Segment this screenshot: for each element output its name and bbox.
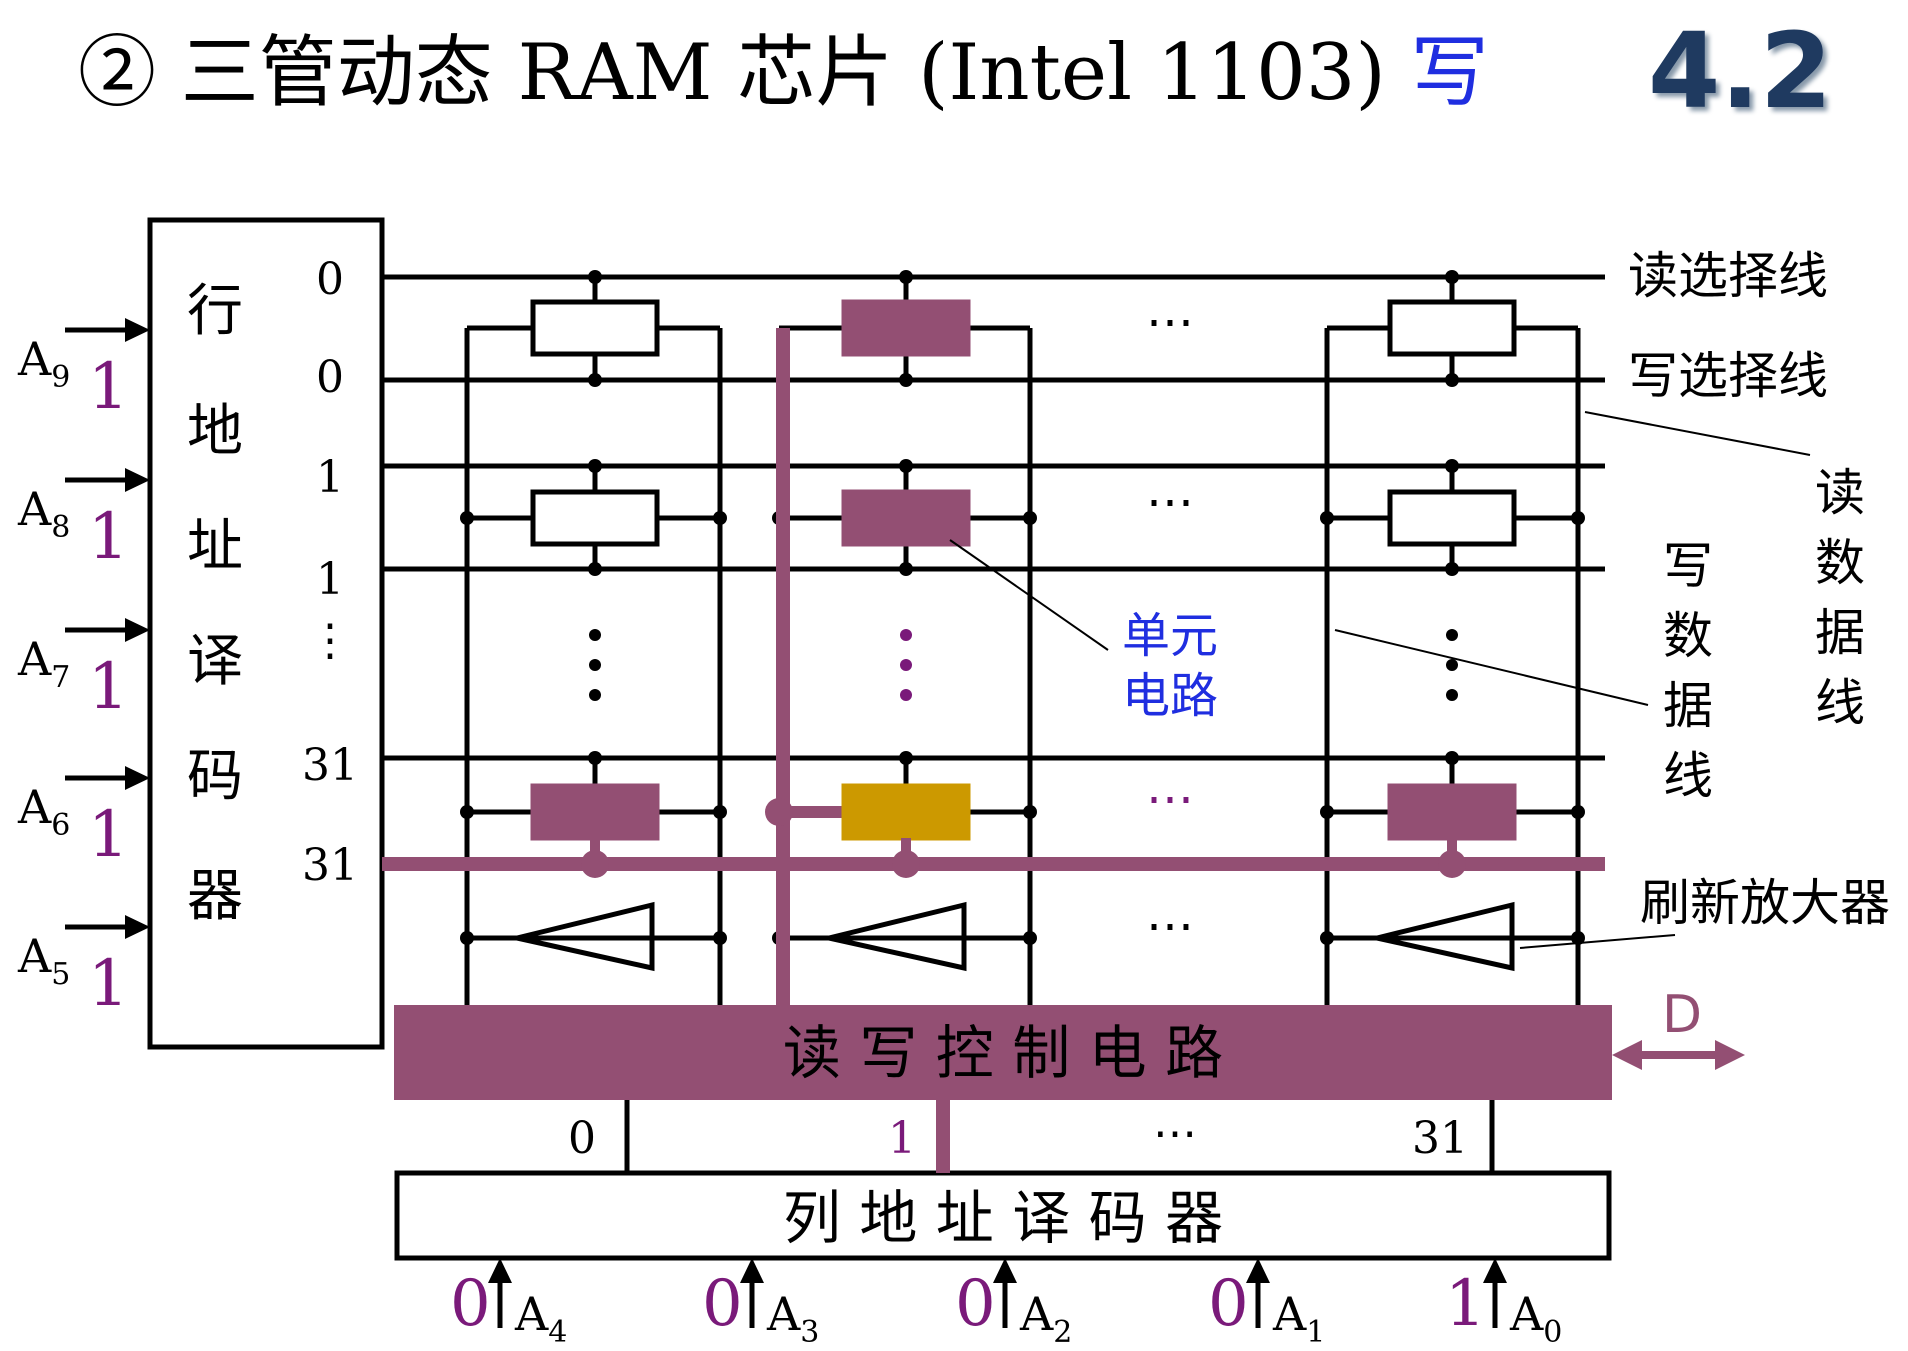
row-address-inputs: A9 1 A8 1 A7 1 A6 1 A5 1 [17, 318, 150, 1021]
row-decoder-box [147, 217, 385, 1050]
col-address-input: 1 A0 [1445, 1258, 1562, 1350]
memory-cell [530, 299, 660, 357]
row-address-value: 1 [88, 500, 129, 574]
read-data-char: 读 [1815, 464, 1865, 522]
leader-lines [949, 411, 1811, 949]
ellipsis-h: ⋯ [1146, 771, 1194, 827]
row-decoder-char: 行 [187, 279, 243, 344]
row-number: 31 [302, 740, 358, 791]
col-address-value: 0 [702, 1267, 743, 1341]
col-address-value: 1 [1445, 1267, 1486, 1341]
memory-cell [841, 489, 971, 547]
memory-cell [1387, 489, 1517, 547]
data-io-label: D [1662, 985, 1702, 1045]
row-number: 31 [302, 840, 358, 891]
row-numbers: 0 0 1 1 ⋮ 31 31 [302, 254, 358, 891]
memory-cell [530, 783, 660, 841]
col-address-input: 0 A2 [955, 1258, 1072, 1350]
svg-text:A9: A9 [17, 332, 70, 395]
col-address-value: 0 [1208, 1267, 1249, 1341]
row-decoder-char: 址 [187, 514, 243, 579]
row-number: 1 [316, 452, 344, 503]
svg-text:A8: A8 [17, 482, 70, 545]
row-decoder-char: 码 [187, 744, 243, 809]
title-prefix: ② 三管动态 RAM 芯片 (Intel 1103) [78, 28, 1411, 118]
svg-text:A1: A1 [1272, 1287, 1325, 1350]
ellipsis-h: ⋯ [1146, 474, 1194, 530]
col-number-1: 1 [888, 1113, 916, 1164]
rw-control-box [394, 1005, 1612, 1100]
write-data-char: 线 [1663, 747, 1713, 805]
memory-cell [1387, 299, 1517, 357]
write-select-label: 写选择线 [1628, 347, 1828, 405]
row-address-value: 1 [88, 650, 129, 724]
read-data-char: 数 [1815, 534, 1865, 592]
cell-circuit-label-1: 单元 [1122, 608, 1218, 664]
svg-text:A5: A5 [17, 929, 70, 992]
select-lines [382, 274, 1605, 761]
ellipsis-h: ⋯ [1146, 294, 1194, 350]
write-data-char: 写 [1663, 537, 1713, 595]
refresh-amp-label: 刷新放大器 [1640, 874, 1890, 932]
col-number-31: 31 [1412, 1113, 1468, 1164]
memory-cell [841, 783, 971, 841]
ellipsis-h: ⋯ [1146, 898, 1194, 954]
slide-title: ② 三管动态 RAM 芯片 (Intel 1103) 写 [78, 10, 1489, 122]
col-address-value: 0 [955, 1267, 996, 1341]
col-address-value: 0 [450, 1267, 491, 1341]
row-number: ⋮ [308, 615, 352, 666]
memory-cell [1387, 783, 1517, 841]
memory-cell [530, 489, 660, 547]
row-decoder-char: 译 [187, 629, 243, 694]
col-number-ellipsis: ⋯ [1153, 1108, 1197, 1159]
svg-text:A7: A7 [17, 632, 70, 695]
read-data-char: 据 [1815, 604, 1865, 662]
cells [530, 299, 1517, 878]
col-decoder-box [394, 1170, 1612, 1261]
read-select-label: 读选择线 [1628, 247, 1828, 305]
svg-text:A4: A4 [514, 1287, 567, 1350]
row-address-value: 1 [88, 947, 129, 1021]
col-select-lines [624, 1100, 1495, 1173]
col-number-0: 0 [568, 1113, 596, 1164]
row-number: 0 [316, 254, 344, 305]
write-data-char: 据 [1663, 677, 1713, 735]
row-decoder-char: 地 [187, 399, 243, 464]
col-address-input: 0 A4 [450, 1258, 567, 1350]
col-decoder-label: 列 地 址 译 码 器 [783, 1184, 1223, 1252]
row-address-input: A5 1 [17, 915, 150, 1021]
col-address-input: 0 A1 [1208, 1258, 1325, 1350]
cell-circuit-label-2: 电路 [1122, 668, 1218, 724]
memory-cell [841, 299, 971, 357]
read-data-char: 线 [1815, 674, 1865, 732]
write-data-char: 数 [1663, 607, 1713, 665]
junction-dot [765, 798, 793, 826]
data-io-arrow [1612, 1040, 1745, 1070]
svg-text:A2: A2 [1019, 1287, 1072, 1350]
row-number: 0 [316, 352, 344, 403]
row-decoder-char: 器 [187, 864, 243, 929]
row-address-input: A7 1 [17, 618, 150, 724]
svg-text:A6: A6 [17, 780, 70, 843]
svg-text:A0: A0 [1509, 1287, 1562, 1350]
col-address-inputs: 0 A4 0 A3 0 A2 0 A1 1 A0 [450, 1258, 1562, 1350]
row-address-input: A6 1 [17, 766, 150, 872]
svg-text:A3: A3 [766, 1287, 819, 1350]
row-address-input: A9 1 [17, 318, 150, 424]
title-mode: 写 [1410, 28, 1489, 118]
section-number: 4.2 [1648, 10, 1833, 132]
col-address-input: 0 A3 [702, 1258, 819, 1350]
row-address-value: 1 [88, 350, 129, 424]
rw-control-label: 读 写 控 制 电 路 [783, 1019, 1223, 1087]
row-address-value: 1 [88, 798, 129, 872]
row-number: 1 [316, 554, 344, 605]
row-address-input: A8 1 [17, 468, 150, 574]
